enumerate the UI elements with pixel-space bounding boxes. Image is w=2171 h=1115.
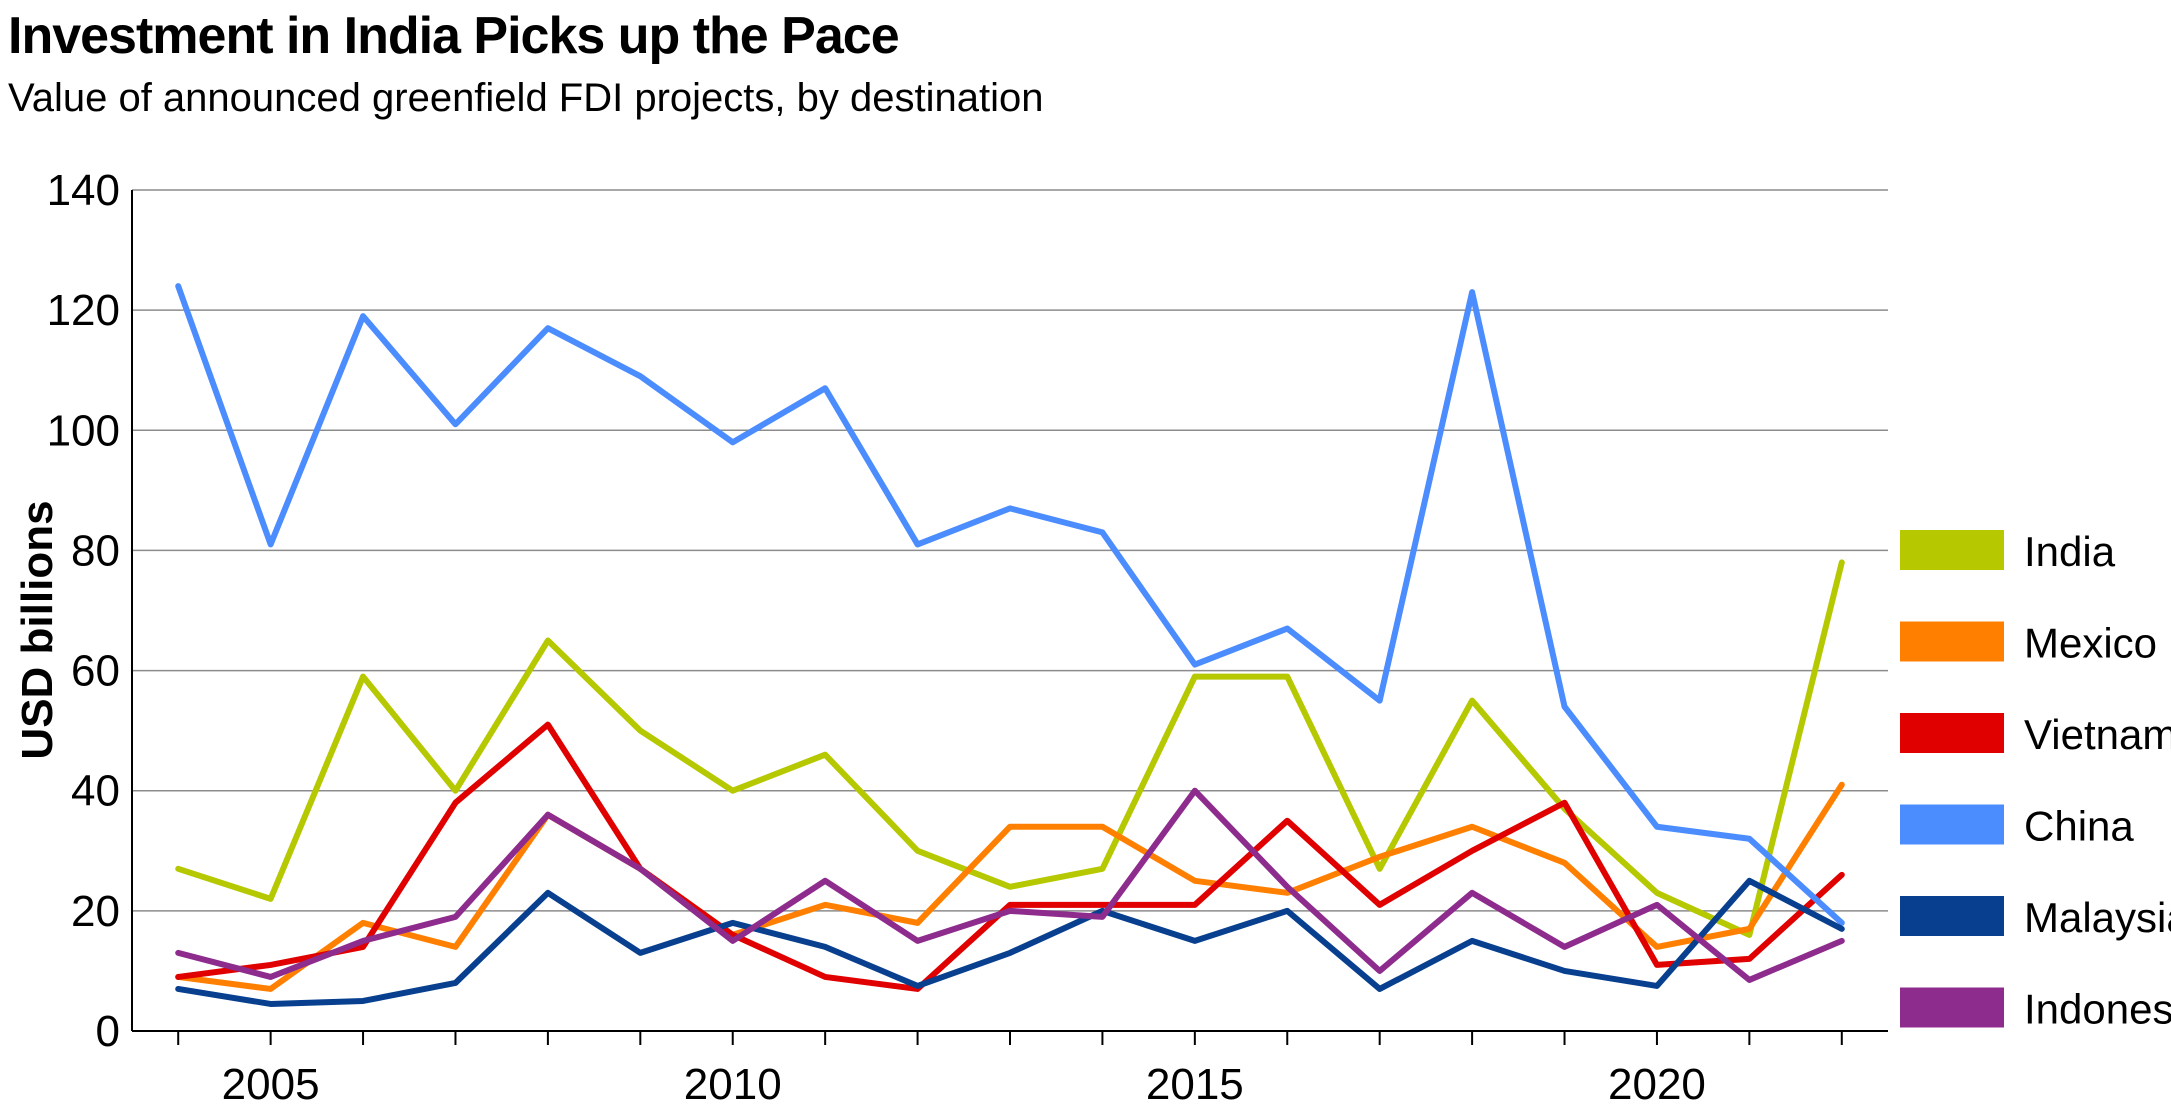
y-axis-label: USD billions (13, 500, 62, 759)
y-tick-label: 60 (71, 647, 120, 696)
axes: 0 20 40 60 80 100 120 140 2005 2010 2015 2020 (47, 166, 1888, 1109)
legend-label-india: India (2024, 528, 2116, 575)
y-tick-label: 80 (71, 526, 120, 575)
series-line-india (175, 559, 1845, 938)
series-line-china (175, 283, 1845, 926)
series-line-vietnam (175, 721, 1845, 992)
legend: India Mexico Vietnam China Malaysia Indonesia (1900, 528, 2171, 1033)
legend-label-malaysia: Malaysia (2024, 894, 2171, 941)
legend-label-indonesia: Indonesia (2024, 986, 2171, 1033)
legend-swatch-malaysia (1900, 896, 2004, 936)
legend-swatch-india (1900, 530, 2004, 570)
legend-label-mexico: Mexico (2024, 620, 2157, 667)
series-lines (175, 283, 1845, 1007)
gridlines (132, 189, 1888, 912)
legend-label-china: China (2024, 803, 2134, 850)
series-line-indonesia (175, 787, 1845, 983)
y-tick-label: 0 (96, 1007, 120, 1056)
y-tick-label: 20 (71, 887, 120, 936)
y-tick-label: 120 (47, 286, 120, 335)
chart-title: Investment in India Picks up the Pace (8, 7, 900, 65)
legend-swatch-mexico (1900, 621, 2004, 662)
legend-swatch-vietnam (1900, 713, 2004, 753)
y-tick-label: 100 (47, 406, 120, 455)
legend-swatch-indonesia (1900, 987, 2004, 1028)
legend-swatch-china (1900, 804, 2004, 845)
y-tick-label: 140 (47, 166, 120, 215)
x-tick-label: 2015 (1146, 1060, 1244, 1109)
series-line-malaysia (175, 877, 1845, 1007)
chart-subtitle: Value of announced greenfield FDI projec… (8, 76, 1044, 120)
x-tick-label: 2010 (684, 1060, 782, 1109)
legend-label-vietnam: Vietnam (2024, 711, 2171, 758)
y-tick-label: 40 (71, 767, 120, 816)
x-tick-label: 2020 (1608, 1060, 1706, 1109)
x-tick-label: 2005 (222, 1060, 320, 1109)
series-line-mexico (175, 781, 1845, 992)
